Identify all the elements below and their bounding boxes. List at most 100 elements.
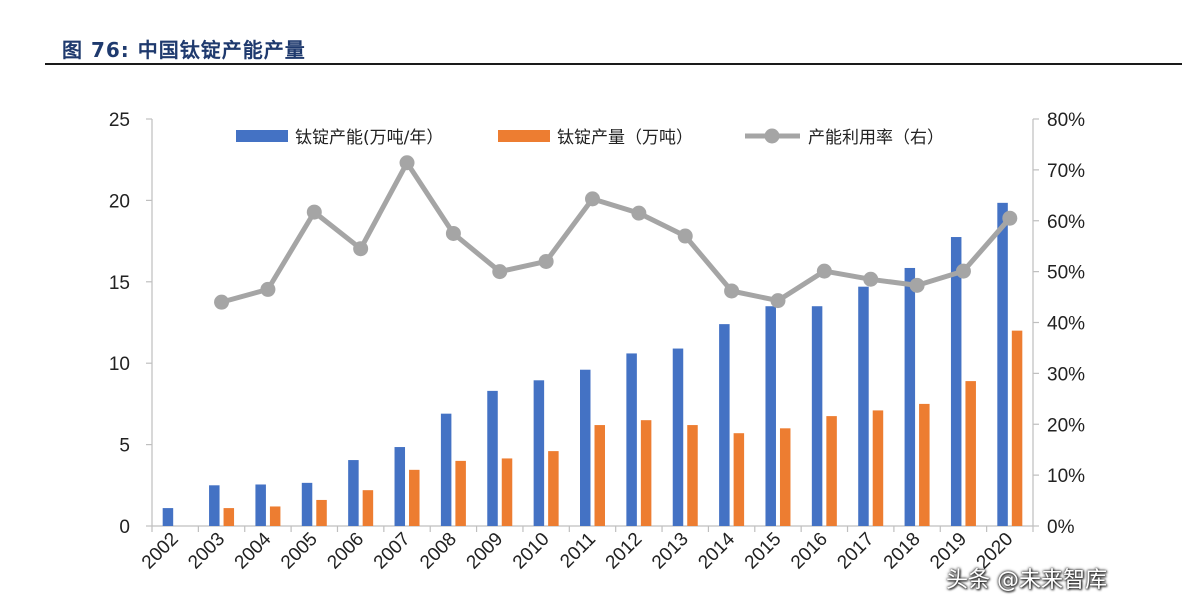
utilization-point	[770, 293, 786, 309]
legend-swatch-capacity	[236, 130, 288, 142]
capacity-bar	[255, 484, 266, 526]
x-tick-label: 2012	[602, 529, 647, 574]
capacity-bar	[719, 324, 730, 526]
x-tick-label: 2011	[556, 529, 600, 573]
capacity-bar	[997, 202, 1008, 527]
utilization-point	[724, 283, 740, 299]
output-bar	[640, 420, 652, 526]
output-bar	[362, 490, 374, 526]
utilization-point	[399, 155, 415, 171]
utilization-point	[538, 253, 554, 269]
chart-bars	[162, 202, 1023, 527]
x-tick-label: 2007	[370, 529, 415, 574]
legend-label-output: 钛锭产量（万吨）	[557, 128, 693, 148]
output-bar	[965, 381, 976, 526]
output-bar	[826, 416, 837, 526]
y-right-tick-label: 70%	[1047, 161, 1085, 182]
output-bar	[548, 451, 559, 526]
y-right-tick-label: 20%	[1047, 415, 1085, 436]
chart-legend: 钛锭产能(万吨/年） 钛锭产量（万吨） 产能利用率（右）	[236, 128, 944, 148]
figure-title: 图 76: 中国钛锭产能产量	[62, 38, 306, 62]
capacity-bar	[301, 482, 313, 526]
y-left-tick-label: 5	[119, 436, 130, 457]
y-left-tick-label: 25	[109, 110, 130, 131]
capacity-bar	[672, 348, 684, 526]
utilization-point	[492, 264, 508, 280]
output-bar	[501, 458, 513, 526]
capacity-bar	[533, 380, 545, 526]
y-right-tick-label: 30%	[1047, 364, 1085, 385]
utilization-line	[220, 160, 1012, 305]
utilization-point	[909, 277, 925, 293]
watermark: 头条 @未来智库	[946, 568, 1107, 593]
capacity-bar	[858, 286, 869, 526]
capacity-bar	[811, 306, 823, 526]
output-bar	[872, 410, 884, 526]
utilization-point	[445, 225, 461, 241]
output-bar	[733, 433, 745, 526]
output-bar	[269, 506, 281, 526]
x-tick-label: 2013	[648, 529, 693, 574]
x-tick-label: 2008	[416, 529, 461, 574]
utilization-point	[353, 241, 369, 257]
y-right-tick-label: 10%	[1047, 466, 1085, 487]
y-right-tick-label: 60%	[1047, 212, 1085, 233]
x-tick-label: 2006	[323, 529, 368, 574]
legend-label-capacity: 钛锭产能(万吨/年）	[295, 128, 443, 148]
utilization-point	[585, 191, 600, 207]
x-tick-label: 2005	[277, 529, 322, 574]
output-bar	[455, 460, 466, 526]
capacity-bar	[765, 306, 776, 526]
output-bar	[223, 508, 235, 526]
output-bar	[1011, 330, 1023, 526]
capacity-bar	[580, 369, 591, 526]
output-bar	[316, 499, 327, 526]
output-bar	[594, 425, 605, 526]
capacity-bar	[348, 460, 359, 526]
x-tick-label: 2014	[694, 528, 739, 573]
x-tick-label: 2009	[463, 529, 508, 574]
capacity-bar	[162, 508, 174, 526]
capacity-bar	[950, 237, 962, 526]
utilization-point	[863, 271, 879, 287]
x-tick-label: 2002	[138, 529, 183, 574]
y-left-tick-label: 10	[109, 354, 130, 375]
y-right-tick-label: 50%	[1047, 263, 1085, 284]
utilization-point	[677, 228, 693, 244]
x-tick-label: 2017	[833, 529, 878, 574]
legend-label-utilization: 产能利用率（右）	[808, 128, 944, 148]
utilization-point	[816, 263, 832, 279]
capacity-bar	[487, 390, 498, 526]
output-bar	[779, 428, 791, 526]
y-left-tick-label: 20	[109, 191, 130, 212]
output-bar	[409, 469, 420, 526]
utilization-point	[260, 281, 276, 297]
legend-marker-utilization	[764, 128, 780, 144]
utilization-point	[955, 263, 971, 279]
capacity-bar	[394, 447, 406, 526]
utilization-point	[631, 205, 647, 221]
capacity-bar	[904, 267, 916, 526]
capacity-bar	[209, 485, 220, 526]
chart-line	[214, 155, 1018, 310]
x-tick-label: 2004	[231, 528, 276, 573]
title-divider	[45, 63, 1182, 65]
x-tick-label: 2015	[741, 529, 786, 574]
capacity-bar	[626, 353, 637, 526]
utilization-point	[214, 294, 230, 310]
y-left-tick-label: 15	[109, 273, 130, 294]
output-bar	[919, 403, 930, 526]
y-right-tick-label: 0%	[1047, 517, 1075, 538]
x-tick-label: 2010	[509, 529, 554, 574]
utilization-point	[306, 204, 322, 220]
capacity-bar	[440, 413, 452, 526]
legend-swatch-output	[498, 130, 550, 142]
x-tick-label: 2018	[880, 529, 925, 574]
y-right-tick-label: 40%	[1047, 314, 1085, 335]
output-bar	[687, 425, 698, 526]
y-left-tick-label: 0	[119, 517, 130, 538]
utilization-point	[1002, 210, 1018, 226]
x-tick-label: 2003	[184, 529, 229, 574]
x-tick-label: 2016	[787, 529, 832, 574]
